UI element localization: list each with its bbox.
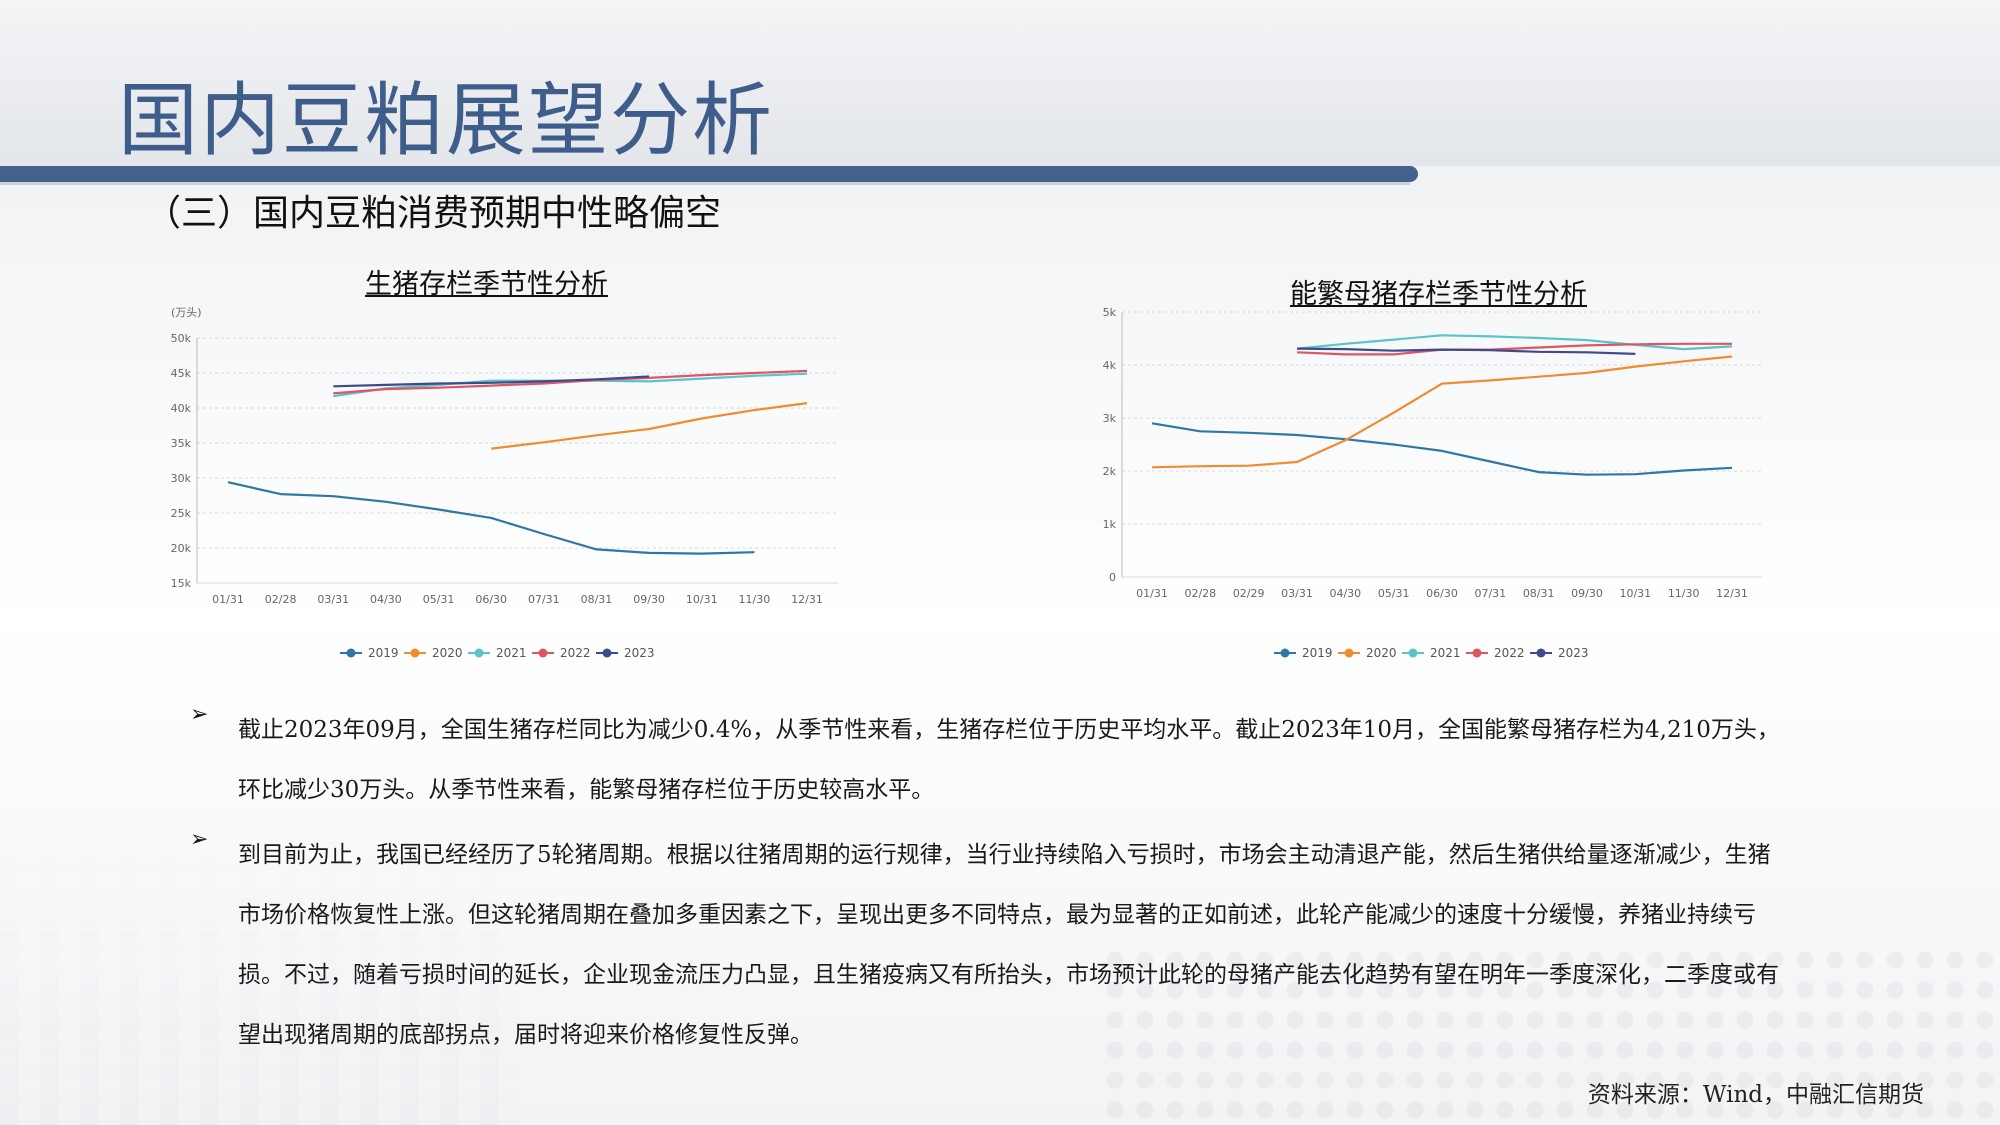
chart-1-title: 生猪存栏季节性分析: [365, 269, 608, 300]
x-tick-label: 01/31: [1136, 587, 1168, 600]
background-dot-pattern: [1100, 945, 2000, 1125]
legend-marker: [538, 648, 548, 658]
arrow-bullet-icon: ➢: [190, 827, 209, 852]
x-tick-label: 11/30: [739, 593, 771, 606]
x-tick-label: 11/30: [1668, 587, 1700, 600]
series-line-2022: [333, 369, 808, 395]
legend-label: 2022: [560, 646, 591, 660]
legend-label: 2022: [1494, 646, 1525, 660]
legend-marker: [1472, 648, 1482, 658]
x-tick-label: 09/30: [633, 593, 665, 606]
x-tick-label: 03/31: [1281, 587, 1313, 600]
legend-marker: [1344, 648, 1354, 658]
legend-label: 2019: [1302, 646, 1333, 660]
y-tick-label: 5k: [1103, 306, 1117, 319]
x-tick-label: 07/31: [528, 593, 560, 606]
series-line-2021: [1296, 334, 1733, 351]
bullet-item: ➢ 截止2023年09月，全国生猪存栏同比为减少0.4%，从季节性来看，生猪存栏…: [190, 700, 1780, 820]
y-tick-label: 50k: [171, 332, 192, 345]
series-line-2020: [1151, 355, 1733, 469]
bullet-list: ➢ 截止2023年09月，全国生猪存栏同比为减少0.4%，从季节性来看，生猪存栏…: [190, 700, 1780, 1070]
x-tick-label: 06/30: [1426, 587, 1458, 600]
legend-marker: [1536, 648, 1546, 658]
x-tick-label: 05/31: [1378, 587, 1410, 600]
x-tick-label: 08/31: [581, 593, 613, 606]
x-tick-label: 01/31: [212, 593, 244, 606]
x-tick-label: 08/31: [1523, 587, 1555, 600]
x-tick-label: 03/31: [317, 593, 349, 606]
title-underline-bar: [0, 166, 1418, 182]
y-tick-label: 0: [1109, 571, 1116, 584]
legend-marker: [410, 648, 420, 658]
x-tick-label: 02/28: [265, 593, 297, 606]
x-tick-label: 02/28: [1184, 587, 1216, 600]
x-tick-label: 12/31: [791, 593, 823, 606]
source-note: 资料来源：Wind，中融汇信期货: [1587, 1082, 1924, 1108]
bullet-text: 截止2023年09月，全国生猪存栏同比为减少0.4%，从季节性来看，生猪存栏位于…: [238, 717, 1780, 803]
y-tick-label: 4k: [1103, 359, 1117, 372]
y-tick-label: 35k: [171, 437, 192, 450]
legend-marker: [1280, 648, 1290, 658]
y-tick-label: 40k: [171, 402, 192, 415]
legend-marker: [602, 648, 612, 658]
page-title: 国内豆粕展望分析: [118, 74, 774, 167]
y-tick-label: 3k: [1103, 412, 1117, 425]
legend-label: 2020: [1366, 646, 1397, 660]
y-tick-label: 25k: [171, 507, 192, 520]
legend-label: 2023: [624, 646, 655, 660]
legend-label: 2019: [368, 646, 399, 660]
x-tick-label: 06/30: [475, 593, 507, 606]
series-line-2019: [1151, 422, 1733, 476]
series-line-2020: [491, 402, 808, 450]
chart-2-title: 能繁母猪存栏季节性分析: [1290, 279, 1587, 310]
x-tick-label: 02/29: [1233, 587, 1265, 600]
bullet-text: 到目前为止，我国已经经历了5轮猪周期。根据以往猪周期的运行规律，当行业持续陷入亏…: [238, 842, 1779, 1048]
x-tick-label: 07/31: [1474, 587, 1506, 600]
x-tick-label: 10/31: [1619, 587, 1651, 600]
legend-marker: [474, 648, 484, 658]
legend-label: 2020: [432, 646, 463, 660]
legend-marker: [1408, 648, 1418, 658]
section-subtitle: （三）国内豆粕消费预期中性略偏空: [145, 193, 722, 234]
bullet-item: ➢ 到目前为止，我国已经经历了5轮猪周期。根据以往猪周期的运行规律，当行业持续陷…: [190, 825, 1780, 1065]
arrow-bullet-icon: ➢: [190, 702, 209, 727]
y-unit-label: (万头): [171, 306, 202, 319]
y-tick-label: 30k: [171, 472, 192, 485]
series-line-2022: [1296, 342, 1732, 356]
title-underline-shadow: [0, 182, 1410, 185]
x-tick-label: 09/30: [1571, 587, 1603, 600]
legend-label: 2021: [1430, 646, 1461, 660]
y-tick-label: 45k: [171, 367, 192, 380]
x-tick-label: 05/31: [423, 593, 455, 606]
legend-label: 2021: [496, 646, 527, 660]
series-line-2019: [227, 481, 755, 555]
x-tick-label: 10/31: [686, 593, 718, 606]
legend-marker: [346, 648, 356, 658]
y-tick-label: 15k: [171, 577, 192, 590]
y-tick-label: 20k: [171, 542, 192, 555]
x-tick-label: 12/31: [1716, 587, 1748, 600]
x-tick-label: 04/30: [1329, 587, 1361, 600]
header-band: [0, 0, 2000, 166]
series-line-2023: [333, 375, 650, 388]
y-tick-label: 2k: [1103, 465, 1117, 478]
legend-label: 2023: [1558, 646, 1589, 660]
background-city-graphic: [0, 795, 520, 1125]
series-line-2023: [1296, 347, 1636, 355]
y-tick-label: 1k: [1103, 518, 1117, 531]
x-tick-label: 04/30: [370, 593, 402, 606]
